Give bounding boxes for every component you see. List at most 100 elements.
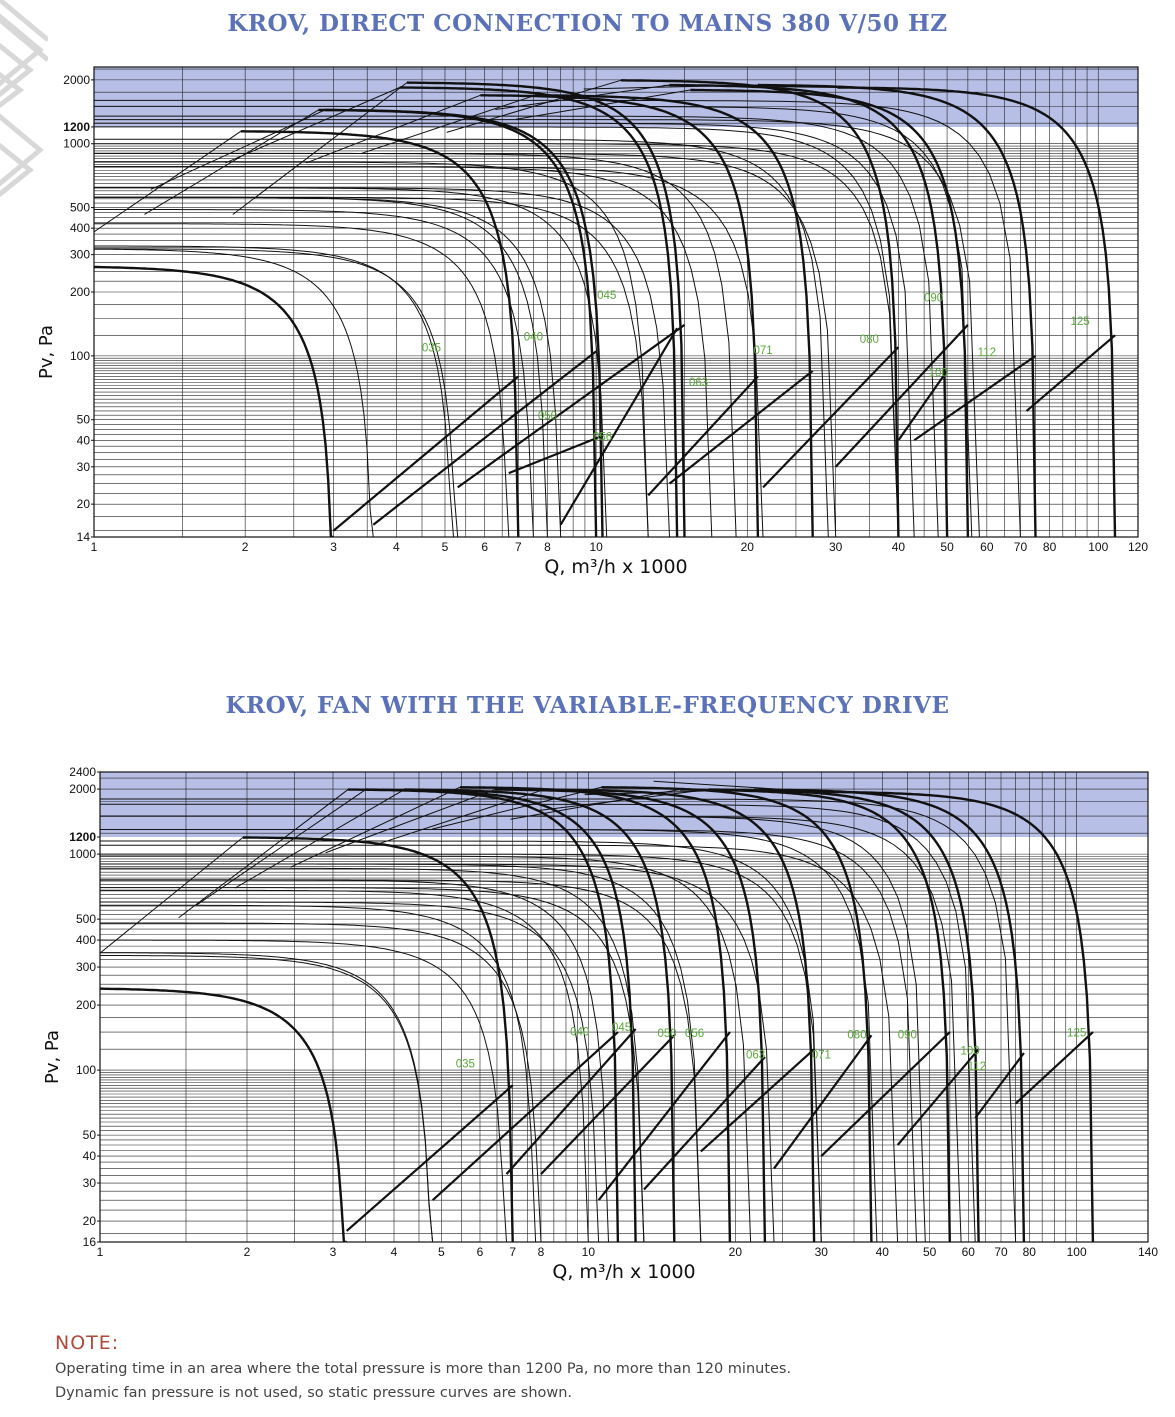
curve-056-2 [399, 86, 679, 537]
curve-063-0 [100, 887, 645, 1242]
series-label-100: 100 [929, 367, 948, 379]
curve-080-1 [94, 138, 829, 537]
curve-100-0 [100, 844, 899, 1242]
fan-series-035 [100, 836, 514, 1242]
x-tick-5: 5 [438, 1245, 445, 1259]
curve-056-1 [94, 161, 649, 537]
x-tick-60: 60 [962, 1245, 976, 1259]
x-tick-70: 70 [994, 1245, 1008, 1259]
x-tick-30: 30 [829, 540, 843, 554]
x-tick-30: 30 [815, 1245, 829, 1259]
chart-title-direct: KROV, DIRECT CONNECTION TO MAINS 380 V/5… [227, 10, 948, 37]
envelope-bottom-050 [508, 434, 603, 475]
curve-112-1 [94, 105, 973, 537]
y-tick-300: 300 [70, 248, 90, 262]
x-tick-2: 2 [242, 540, 249, 554]
envelope-top-125 [663, 84, 838, 88]
curve-040-1 [100, 904, 537, 1242]
plot-frame-0 [93, 66, 1139, 538]
curve-056-0 [100, 901, 600, 1242]
curve-080-2 [601, 786, 873, 1242]
curve-045-1 [94, 196, 548, 537]
x-tick-50: 50 [923, 1245, 937, 1259]
curve-035-2 [240, 130, 520, 537]
curve-112-0 [100, 829, 917, 1242]
y-tick-400: 400 [70, 221, 90, 235]
envelope-bottom-045 [457, 323, 686, 489]
curve-045-2 [406, 81, 686, 537]
x-tick-1: 1 [97, 1245, 104, 1259]
envelope-bottom-050 [540, 1034, 676, 1175]
fan-series-125 [94, 84, 1117, 537]
curve-125-2 [822, 790, 1095, 1242]
envelope-bottom-063 [643, 1056, 766, 1191]
x-tick-120: 120 [1128, 540, 1148, 554]
fan-series-045 [100, 788, 637, 1242]
series-label-071: 071 [812, 1050, 831, 1062]
curve-045-1 [100, 889, 589, 1242]
envelope-bottom-056 [597, 1031, 731, 1201]
x-tick-10: 10 [589, 540, 603, 554]
curve-112-0 [94, 122, 915, 537]
x-tick-5: 5 [442, 540, 449, 554]
chevron-pattern-decoration [0, 0, 48, 198]
curve-125-1 [100, 798, 1017, 1242]
y-tick-500: 500 [76, 912, 96, 926]
envelope-top-050 [234, 789, 405, 889]
envelope-bottom-071 [668, 369, 814, 485]
y-tick-20: 20 [83, 1214, 97, 1228]
curve-090-0 [94, 152, 837, 537]
envelope-bottom-040 [372, 350, 597, 526]
note-line-2: Dynamic fan pressure is not used, so sta… [55, 1385, 573, 1401]
y-tick-500: 500 [70, 201, 90, 215]
y-tick-400: 400 [76, 933, 96, 947]
envelope-bottom-071 [700, 1048, 815, 1153]
curve-040-2 [318, 108, 598, 537]
y-tick-100: 100 [70, 349, 90, 363]
curve-080-1 [100, 840, 822, 1242]
envelope-top-100 [495, 84, 670, 110]
curve-071-2 [535, 94, 814, 537]
envelope-bottom-056 [559, 327, 679, 526]
envelope-bottom-112 [974, 1052, 1025, 1119]
series-label-080: 080 [860, 334, 879, 346]
y-tick-200: 200 [70, 285, 90, 299]
curve-040-0 [100, 952, 434, 1242]
x-axis-label-0: Q, m³/h x 1000 [544, 556, 687, 578]
envelope-bottom-100 [897, 370, 948, 441]
plot-frame-1 [99, 771, 1149, 1243]
curve-125-2 [837, 86, 1117, 537]
x-tick-60: 60 [980, 540, 994, 554]
fan-series-071 [100, 788, 816, 1242]
y-axis-label-0: Pv, Pa [36, 325, 57, 379]
curve-125-1 [94, 99, 1021, 537]
envelope-top-100 [539, 789, 709, 811]
series-label-045: 045 [597, 290, 616, 302]
curve-045-0 [100, 939, 507, 1242]
envelope-bottom-090 [820, 1031, 951, 1157]
envelope-top-063 [325, 789, 496, 854]
x-tick-2: 2 [244, 1245, 251, 1259]
curve-045-0 [94, 248, 459, 537]
curve-063-2 [494, 788, 767, 1242]
series-label-090: 090 [924, 293, 943, 305]
series-label-112: 112 [968, 1061, 986, 1073]
envelope-bottom-125 [1025, 334, 1116, 412]
fan-series-112 [94, 83, 1037, 537]
curve-063-1 [94, 166, 713, 537]
fan-series-056 [94, 86, 679, 537]
curve-071-0 [100, 879, 702, 1242]
x-tick-6: 6 [477, 1245, 484, 1259]
envelope-bottom-035 [332, 375, 520, 532]
y-tick-1000: 1000 [69, 847, 96, 861]
curve-056-1 [100, 867, 645, 1242]
envelope-top-045 [232, 82, 408, 215]
x-tick-7: 7 [515, 540, 522, 554]
x-tick-6: 6 [481, 540, 488, 554]
envelope-bottom-125 [1014, 1031, 1094, 1105]
x-tick-20: 20 [729, 1245, 743, 1259]
series-label-040: 040 [570, 1026, 589, 1038]
x-tick-40: 40 [892, 540, 906, 554]
grid-1 [99, 772, 1148, 1242]
curve-035-0 [94, 265, 334, 537]
